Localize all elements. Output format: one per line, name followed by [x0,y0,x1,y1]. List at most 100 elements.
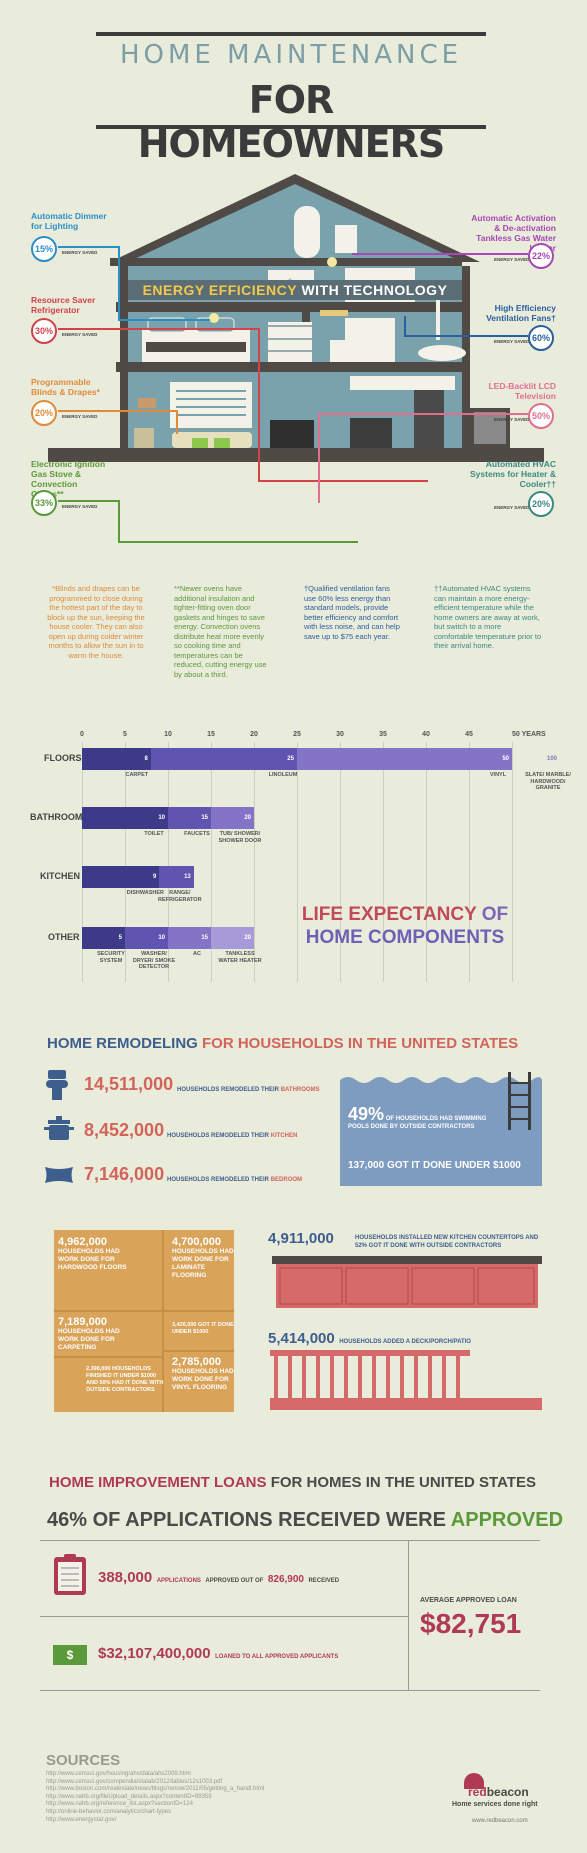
axis-tick-label: 50 YEARS [512,731,546,738]
feature-fridge-label: Resource Saver Refrigerator [31,295,96,315]
feature-dimmer-es: ENERGY SAVED [62,250,98,255]
axis-tick-label: 40 [422,731,430,738]
bar-category-label: DISHWASHER [126,890,165,896]
deck-illustration [270,1350,542,1410]
note-blinds: *Blinds and drapes can be programmed to … [47,584,145,660]
loans-loaned: $32,107,400,000 LOANED TO ALL APPROVED A… [98,1645,339,1662]
remodel-kitchen-text: HOUSEHOLDS REMODELED THEIR KITCHEN [167,1133,298,1139]
feature-tv-pct: 50% [528,403,554,429]
wood-carpet-finished: 2,398,000 HOUSEHOLDS FINISHED IT UNDER $… [86,1366,164,1393]
feature-fridge-es: ENERGY SAVED [62,332,98,337]
axis-tick-label: 25 [293,731,301,738]
feature-fans-es: ENERGY SAVED [494,339,530,344]
grid-line [340,742,341,982]
remodel-bedroom-num: 7,146,000 [84,1164,165,1184]
bar-bathroom-2: 20 [211,807,254,829]
bar-category-label: VINYL [489,772,507,778]
bar-floors-2: 50 [297,748,512,770]
feature-dimmer-label: Automatic Dimmer for Lighting [31,211,107,231]
toilet-icon [46,1070,68,1100]
bar-category-label: TOILET [144,831,164,837]
bar-other-1: 10 [125,927,168,949]
bar-category-label: CARPET [125,772,149,778]
bar-category-label: RANGE/ REFRIGERATOR [158,890,202,903]
axis-tick-label: 0 [80,731,84,738]
sources-title: SOURCES [46,1752,121,1769]
pool-illustration [340,1072,542,1186]
bar-floors-1: 25 [150,748,297,770]
axis-tick-label: 15 [207,731,215,738]
dollar-bill-icon: $ [53,1645,87,1665]
grid-line [469,742,470,982]
pillow-icon [45,1167,73,1183]
grid-line [125,742,126,982]
source-link[interactable]: http://www.boston.com/realestate/news/bl… [46,1786,265,1793]
bar-other-2: 15 [168,927,211,949]
source-link[interactable]: http://www.energystar.gov/ [46,1816,117,1823]
chart-title-of: OF [481,904,509,925]
pool-pct: 49% [348,1104,385,1124]
wood-under-1000: 3,426,000 GOT IT DONE UNDER $1000 [172,1322,234,1335]
axis-tick-label: 30 [336,731,344,738]
grid-line [512,742,513,982]
bar-other-0: 5 [82,927,125,949]
grid-line [383,742,384,982]
source-link[interactable]: http://www.census.gov/compendia/statab/2… [46,1778,223,1785]
countertop-desc: HOUSEHOLDS INSTALLED NEW KITCHEN COUNTER… [355,1235,539,1249]
source-link[interactable]: http://online-behavior.com/analytics/cha… [46,1809,172,1815]
loans-approved: 46% OF APPLICATIONS RECEIVED WERE APPROV… [47,1509,564,1531]
axis-tick-label: 5 [123,731,127,738]
source-link[interactable]: http://www.nahb.org/reference_list.aspx?… [46,1801,193,1808]
bar-value-overflow: 100 [546,756,557,762]
countertop-text: 4,911,000 [268,1230,334,1247]
remodel-title-a: HOME REMODELING [47,1035,198,1052]
wood-carpet: 7,189,000 HOUSEHOLDS HAD WORK DONE FOR CA… [58,1316,120,1351]
feature-oven-es: ENERGY SAVED [62,504,98,509]
note-hvac: ††Automated HVAC systems can maintain a … [434,584,542,650]
countertop-illustration [272,1256,542,1308]
chart-title-a: LIFE EXPECTANCY [301,904,477,925]
remodel-title: HOME REMODELING FOR HOUSEHOLDS IN THE UN… [47,1035,518,1052]
loans-apps: 388,000 APPLICATIONS APPROVED OUT OF 826… [98,1569,340,1586]
feature-waterheater-es: ENERGY SAVED [494,257,530,262]
pot-icon [44,1116,74,1140]
bar-bathroom-0: 10 [82,807,168,829]
beacon-logo-icon [464,1773,484,1789]
bar-other-3: 20 [211,927,254,949]
source-link[interactable]: http://www.nahb.org/fileUpload_details.a… [46,1793,212,1800]
grid-line [82,742,83,982]
bar-category-label: LINOLEUM [268,772,298,778]
grid-line [254,742,255,982]
axis-tick-label: 45 [465,731,473,738]
remodel-bedroom-text: HOUSEHOLDS REMODELED THEIR BEDROOM [167,1177,303,1183]
note-oven: **Newer ovens have additional insulation… [174,584,267,679]
remodel-kitchen-num: 8,452,000 [84,1120,165,1140]
grid-line [211,742,212,982]
note-fans: †Qualified ventilation fans use 60% less… [304,584,400,641]
title-rule-top [96,32,486,36]
bar-kitchen-1: 13 [159,866,194,888]
axis-tick-label: 10 [164,731,172,738]
source-link[interactable]: http://www.census.gov/housing/ahs/data/a… [46,1771,191,1777]
avg-loan-value: $82,751 [420,1608,522,1639]
deck-text: 5,414,000 HOUSEHOLDS ADDED A DECK/PORCH/… [268,1330,471,1347]
feature-fridge-pct: 30% [31,318,57,344]
chart-title-b: HOME COMPONENTS [305,927,505,948]
brand-name: redbeacon [468,1785,529,1799]
feature-tv-label: LED-Backlit LCD Television [488,381,556,401]
bar-bathroom-1: 15 [168,807,211,829]
feature-dimmer-pct: 15% [31,236,57,262]
remodel-bath-num: 14,511,000 [84,1074,174,1094]
feature-blinds-es: ENERGY SAVED [62,414,98,419]
wood-laminate: 4,700,000 HOUSEHOLDS HAD WORK DONE FOR LA… [172,1236,234,1279]
loans-title: HOME IMPROVEMENT LOANS FOR HOMES IN THE … [49,1474,536,1491]
remodel-title-b: FOR HOUSEHOLDS IN THE UNITED STATES [202,1035,519,1052]
brand-url: www.redbeacon.com [472,1818,528,1824]
wood-floor-block [54,1230,234,1412]
pool-text: 49% OF HOUSEHOLDS HAD SWIMMING POOLS DONE… [348,1104,487,1130]
title-bold: FOR HOMEOWNERS [137,78,446,166]
bar-category-label: TANKLESS WATER HEATER [218,951,262,964]
pool-under-1000: 137,000 GOT IT DONE UNDER $1000 [348,1160,521,1171]
brand-tagline: Home services done right [452,1801,538,1808]
remodel-bath-text: HOUSEHOLDS REMODELED THEIR BATHROOMS [177,1087,320,1093]
